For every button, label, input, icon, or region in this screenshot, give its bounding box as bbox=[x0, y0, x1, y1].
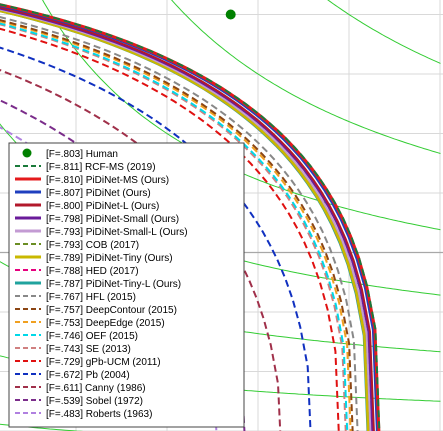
legend-label: [F=.798] PiDiNet-Small (Ours) bbox=[46, 214, 179, 225]
pr-curve bbox=[0, 8, 372, 431]
legend-label: [F=.729] gPb-UCM (2011) bbox=[46, 357, 161, 368]
legend-label: [F=.753] DeepEdge (2015) bbox=[46, 318, 165, 329]
human-point bbox=[225, 9, 236, 20]
legend-label: [F=.788] HED (2017) bbox=[46, 266, 139, 277]
human-point-layer bbox=[225, 9, 236, 20]
pr-curve bbox=[0, 46, 312, 431]
legend: [F=.803] Human [F=.811] RCF-MS (2019) [F=.… bbox=[8, 142, 245, 428]
legend-label: [F=.767] HFL (2015) bbox=[46, 292, 136, 303]
legend-label: [F=.611] Canny (1986) bbox=[46, 383, 146, 394]
pr-curve bbox=[0, 3, 381, 431]
legend-label: [F=.811] RCF-MS (2019) bbox=[46, 162, 156, 173]
legend-box bbox=[8, 142, 245, 428]
legend-label: [F=.793] COB (2017) bbox=[46, 240, 139, 251]
curves bbox=[0, 3, 381, 431]
pr-curve bbox=[0, 6, 375, 431]
legend-label: [F=.807] PiDiNet (Ours) bbox=[46, 188, 151, 199]
legend-label: [F=.810] PiDiNet-MS (Ours) bbox=[46, 175, 169, 186]
pr-curve bbox=[0, 23, 347, 431]
legend-label: [F=.483] Roberts (1963) bbox=[46, 409, 152, 420]
legend-label: [F=.757] DeepContour (2015) bbox=[46, 305, 177, 316]
legend-label: [F=.743] SE (2013) bbox=[46, 344, 131, 355]
iso-f-curve bbox=[171, 0, 441, 154]
pr-curve bbox=[0, 9, 370, 431]
legend-label: [F=.672] Pb (2004) bbox=[46, 370, 130, 381]
legend-label: [F=.793] PiDiNet-Small-L (Ours) bbox=[46, 227, 188, 238]
legend-label: [F=.539] Sobel (1972) bbox=[46, 396, 143, 407]
iso-f-curve bbox=[327, 0, 441, 64]
pr-curve bbox=[0, 22, 349, 431]
legend-label: [F=.800] PiDiNet-L (Ours) bbox=[46, 201, 159, 212]
pr-curve bbox=[0, 16, 359, 431]
legend-human-marker bbox=[22, 148, 32, 158]
legend-label: [F=.789] PiDiNet-Tiny (Ours) bbox=[46, 253, 173, 264]
legend-label: [F=.746] OEF (2015) bbox=[46, 331, 138, 342]
pr-curve bbox=[0, 27, 340, 431]
legend-label: [F=.803] Human bbox=[46, 149, 118, 160]
legend-label: [F=.787] PiDiNet-Tiny-L (Ours) bbox=[46, 279, 181, 290]
